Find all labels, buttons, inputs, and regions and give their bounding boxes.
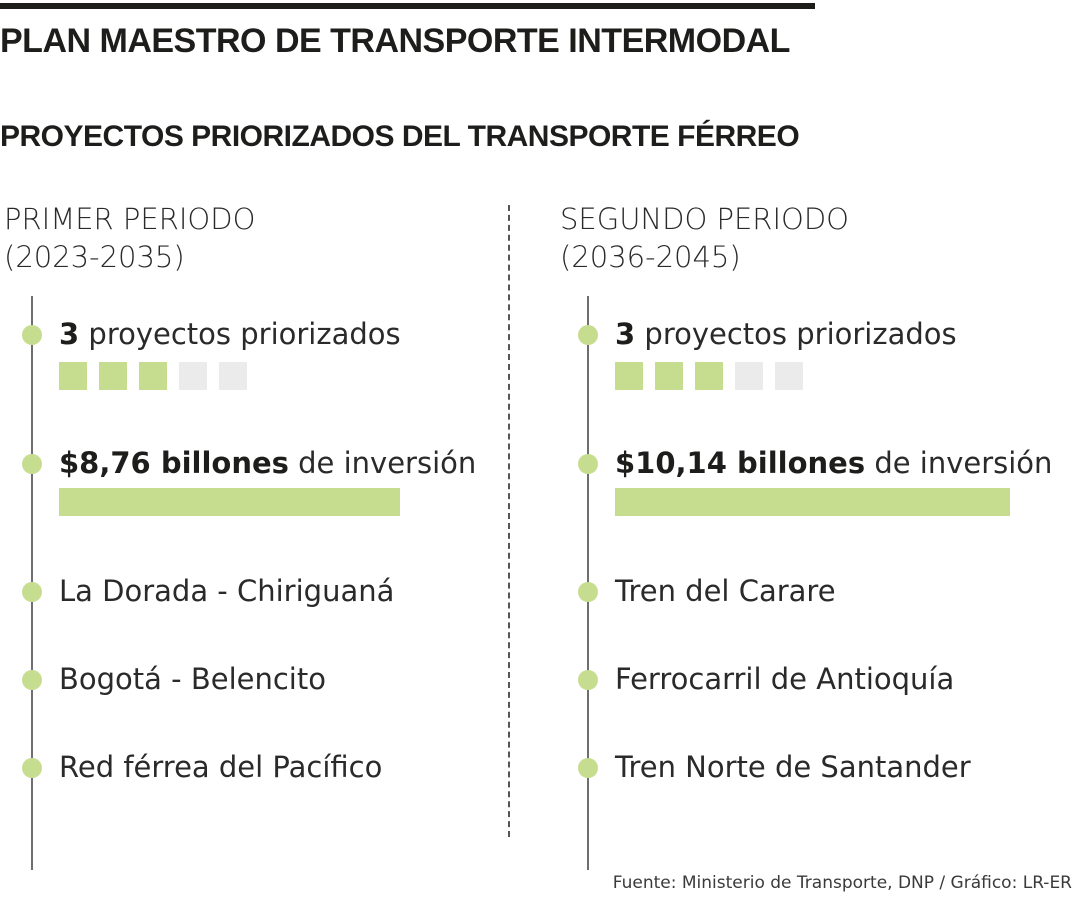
timeline-dot — [578, 582, 598, 602]
page-subtitle: PROYECTOS PRIORIZADOS DEL TRANSPORTE FÉR… — [0, 120, 800, 153]
timeline-dot — [22, 758, 42, 778]
project-unit-square — [139, 362, 167, 390]
projects-count-text: proyectos priorizados — [644, 317, 957, 351]
project-unit-square — [615, 362, 643, 390]
investment-text: de inversión — [298, 446, 477, 480]
timeline-dot — [578, 670, 598, 690]
projects-count-label: 3 proyectos priorizados — [615, 316, 957, 352]
top-rule — [0, 3, 815, 9]
projects-count-text: proyectos priorizados — [88, 317, 401, 351]
investment-amount: $10,14 billones — [615, 446, 866, 480]
project-unit-square — [655, 362, 683, 390]
projects-squares — [59, 362, 247, 390]
investment-text: de inversión — [874, 446, 1053, 480]
empty-unit-square — [775, 362, 803, 390]
project-item: Bogotá - Belencito — [59, 662, 326, 696]
timeline-dot — [578, 325, 598, 345]
projects-count-label: 3 proyectos priorizados — [59, 316, 401, 352]
period-column-1: PRIMER PERIODO (2023-2035) 3 proyectos pr… — [0, 200, 500, 870]
timeline-dot — [578, 454, 598, 474]
period-column-2: SEGUNDO PERIODO (2036-2045) 3 proyectos p… — [556, 200, 1056, 870]
project-item: Tren del Carare — [615, 574, 836, 608]
investment-bar — [59, 488, 400, 516]
timeline-dot — [22, 454, 42, 474]
projects-count: 3 — [59, 317, 80, 351]
project-unit-square — [59, 362, 87, 390]
investment-label: $10,14 billones de inversión — [615, 445, 1052, 481]
period-years: (2036-2045) — [560, 240, 741, 274]
project-unit-square — [99, 362, 127, 390]
period-heading: PRIMER PERIODO (2023-2035) — [4, 200, 255, 276]
investment-label: $8,76 billones de inversión — [59, 445, 476, 481]
investment-bar — [615, 488, 1010, 516]
project-item: La Dorada - Chiriguaná — [59, 574, 395, 608]
timeline-dot — [22, 670, 42, 690]
investment-amount: $8,76 billones — [59, 446, 289, 480]
period-heading: SEGUNDO PERIODO (2036-2045) — [560, 200, 849, 276]
projects-count: 3 — [615, 317, 636, 351]
project-item: Red férrea del Pacífico — [59, 750, 383, 784]
timeline-dot — [22, 582, 42, 602]
empty-unit-square — [179, 362, 207, 390]
source-note: Fuente: Ministerio de Transporte, DNP / … — [612, 873, 1072, 893]
period-divider — [508, 205, 510, 837]
page-title: PLAN MAESTRO DE TRANSPORTE INTERMODAL — [0, 22, 790, 60]
projects-squares — [615, 362, 803, 390]
project-item: Tren Norte de Santander — [615, 750, 971, 784]
project-unit-square — [695, 362, 723, 390]
project-item: Ferrocarril de Antioquía — [615, 662, 955, 696]
timeline-dot — [578, 758, 598, 778]
period-name: SEGUNDO PERIODO — [560, 202, 849, 236]
empty-unit-square — [735, 362, 763, 390]
period-years: (2023-2035) — [4, 240, 185, 274]
empty-unit-square — [219, 362, 247, 390]
timeline-dot — [22, 325, 42, 345]
period-name: PRIMER PERIODO — [4, 202, 256, 236]
